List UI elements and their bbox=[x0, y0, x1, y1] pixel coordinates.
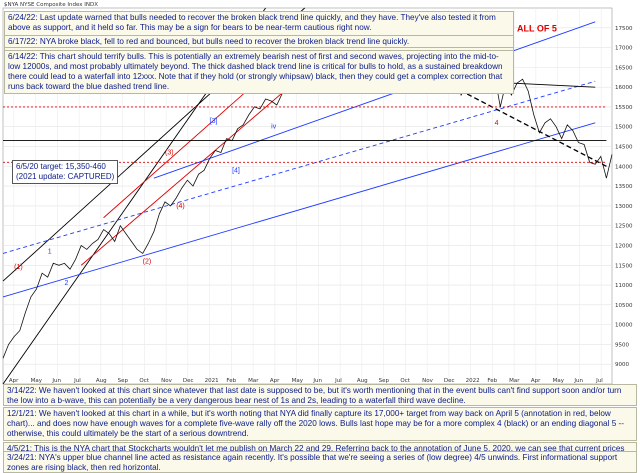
x-tick-label: May bbox=[31, 378, 43, 384]
x-tick-label: Jun bbox=[573, 378, 583, 384]
x-tick-label: Dec bbox=[444, 378, 455, 384]
wave-label: 2 bbox=[64, 280, 68, 287]
wave-label: 1 bbox=[48, 248, 52, 255]
wave-label: [3] bbox=[210, 118, 218, 125]
x-tick-label: Nov bbox=[422, 378, 433, 384]
target-line-2: (2021 update: CAPTURED) bbox=[16, 172, 115, 181]
y-tick-label: 12000 bbox=[615, 243, 633, 249]
y-tick-label: 13000 bbox=[615, 204, 633, 210]
x-tick-label: Aug bbox=[96, 378, 107, 384]
trend-line bbox=[2, 122, 596, 298]
y-tick-label: 16500 bbox=[615, 65, 633, 71]
note-12-1-21: 12/1/21: We haven't looked at this chart… bbox=[3, 407, 637, 441]
x-tick-label: Jul bbox=[73, 378, 81, 384]
x-tick-label: Oct bbox=[139, 378, 149, 384]
wave-label: (3) bbox=[165, 149, 174, 156]
wave-label: iv bbox=[271, 124, 277, 131]
x-tick-label: Aug bbox=[357, 378, 368, 384]
trend-line bbox=[153, 21, 596, 179]
y-tick-label: 11500 bbox=[615, 263, 633, 269]
y-tick-label: 15500 bbox=[615, 105, 633, 111]
y-tick-label: 16000 bbox=[615, 85, 633, 91]
x-tick-label: Dec bbox=[183, 378, 194, 384]
x-tick-label: Sep bbox=[118, 378, 129, 384]
trend-line bbox=[80, 82, 294, 266]
x-tick-label: Apr bbox=[9, 378, 19, 384]
note-6-14-22: 6/14/22: This chart should terrify bulls… bbox=[4, 50, 514, 94]
x-tick-label: Oct bbox=[400, 378, 410, 384]
x-tick-label: Mar bbox=[248, 378, 259, 384]
y-tick-label: 14000 bbox=[615, 164, 633, 170]
wave-label: (1) bbox=[14, 264, 23, 271]
y-tick-label: 14500 bbox=[615, 145, 633, 151]
wave-label: (2) bbox=[143, 258, 152, 265]
x-tick-label: Feb bbox=[487, 378, 497, 384]
y-tick-label: 10500 bbox=[615, 303, 633, 309]
y-tick-label: 13500 bbox=[615, 184, 633, 190]
x-tick-label: Jun bbox=[312, 378, 322, 384]
y-tick-label: 12500 bbox=[615, 224, 633, 230]
y-tick-label: 9500 bbox=[615, 342, 629, 348]
x-tick-label: Nov bbox=[161, 378, 172, 384]
y-tick-label: 17500 bbox=[615, 26, 633, 32]
y-tick-label: 10000 bbox=[615, 323, 633, 329]
x-tick-label: 2022 bbox=[466, 378, 480, 384]
note-3-14-22: 3/14/22: We haven't looked at this chart… bbox=[3, 384, 637, 406]
x-tick-label: Sep bbox=[379, 378, 390, 384]
x-tick-label: Jul bbox=[334, 378, 342, 384]
x-tick-label: Apr bbox=[531, 378, 541, 384]
note-3-24-21: 3/24/21: NYA's upper blue channel line a… bbox=[3, 451, 637, 473]
wave-label: (4) bbox=[176, 203, 185, 210]
y-tick-label: 15000 bbox=[615, 125, 633, 131]
x-tick-label: Apr bbox=[270, 378, 280, 384]
wave-label: [4] bbox=[232, 167, 240, 174]
chart-header: $NYA NYSE Composite Index INDX bbox=[4, 2, 98, 8]
x-tick-label: Mar bbox=[509, 378, 520, 384]
wave-target-box: 6/5/20 target: 15,350-460 (2021 update: … bbox=[12, 160, 119, 184]
x-tick-label: May bbox=[553, 378, 565, 384]
x-tick-label: Jun bbox=[51, 378, 61, 384]
y-tick-label: 9000 bbox=[615, 362, 629, 368]
y-tick-label: 17000 bbox=[615, 46, 633, 52]
note-6-17-22: 6/17/22: NYA broke black, fell to red an… bbox=[4, 35, 514, 48]
x-tick-label: 2021 bbox=[205, 378, 219, 384]
wave-label: ALL OF 5 bbox=[517, 24, 557, 34]
x-tick-label: Feb bbox=[226, 378, 236, 384]
x-tick-label: May bbox=[292, 378, 304, 384]
y-tick-label: 11000 bbox=[615, 283, 633, 289]
wave-label: 4 bbox=[495, 120, 499, 127]
x-tick-label: Jul bbox=[595, 378, 603, 384]
target-line-1: 6/5/20 target: 15,350-460 bbox=[16, 162, 106, 171]
